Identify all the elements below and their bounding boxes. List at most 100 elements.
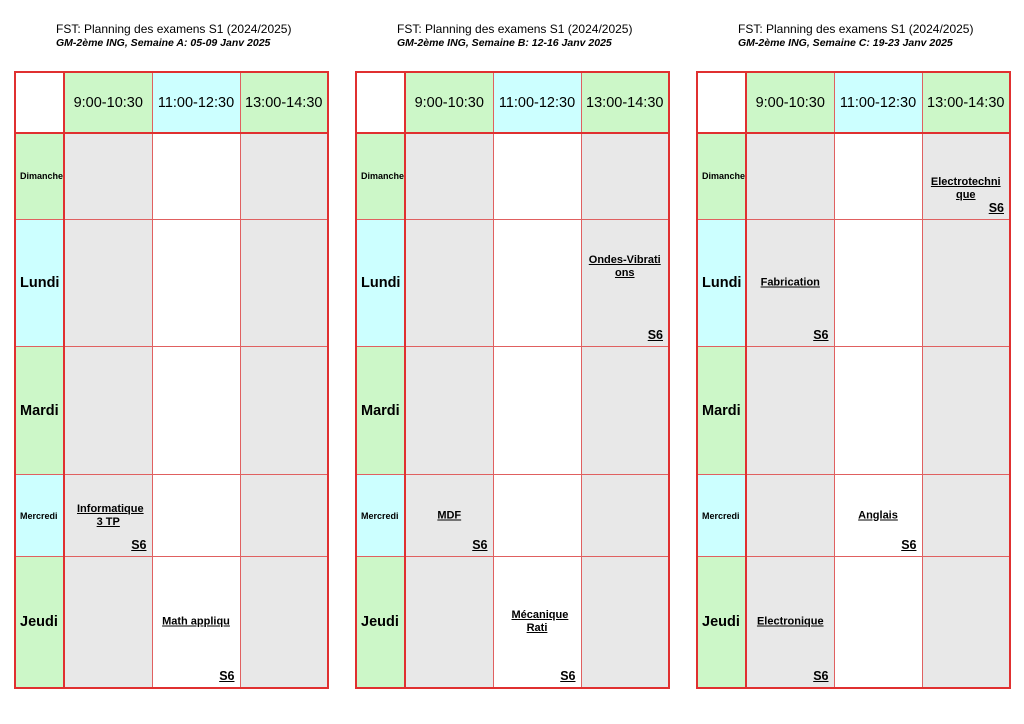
cell-mardi-1 <box>63 346 153 475</box>
day-mardi: Mardi <box>355 346 406 475</box>
day-lundi: Lundi <box>14 218 65 348</box>
cell-mardi-2 <box>833 346 923 475</box>
slot-header-3: 13:00-14:30 <box>239 71 329 134</box>
exam-entry: Fabrication S6 <box>749 220 832 347</box>
cell-mardi-3 <box>921 346 1011 475</box>
cell-mercredi-3 <box>239 473 329 558</box>
exam-name: Informatique 3 TP <box>77 502 144 528</box>
exam-entry: MDF S6 <box>408 475 491 557</box>
cell-mercredi-3 <box>921 473 1011 558</box>
cell-mercredi-1: MDF S6 <box>404 473 494 558</box>
cell-jeudi-2: Mécanique Rati S6 <box>492 556 582 689</box>
day-mardi: Mardi <box>14 346 65 475</box>
cell-jeudi-3 <box>921 556 1011 689</box>
day-lundi: Lundi <box>696 218 747 348</box>
cell-mercredi-1: Informatique 3 TP S6 <box>63 473 153 558</box>
cell-mercredi-1 <box>745 473 835 558</box>
cell-dimanche-1 <box>745 132 835 220</box>
exam-name: Fabrication <box>760 276 820 289</box>
day-mardi: Mardi <box>696 346 747 475</box>
week-c-panel: FST: Planning des examens S1 (2024/2025)… <box>696 0 1011 724</box>
week-b-timetable: 9:00-10:30 11:00-12:30 13:00-14:30 Diman… <box>355 71 670 689</box>
exam-room: S6 <box>813 669 829 683</box>
exam-room: S6 <box>647 328 663 343</box>
slot-header-2: 11:00-12:30 <box>151 71 241 134</box>
exam-name: Electrotechni que <box>930 176 1001 201</box>
cell-mardi-3 <box>239 346 329 475</box>
cell-dimanche-3 <box>239 132 329 220</box>
week-b-title: FST: Planning des examens S1 (2024/2025) <box>397 22 633 36</box>
cell-dimanche-1 <box>63 132 153 220</box>
cell-mardi-1 <box>745 346 835 475</box>
exam-room: S6 <box>560 669 576 683</box>
cell-lundi-1: Fabrication S6 <box>745 218 835 348</box>
cell-mardi-3 <box>580 346 670 475</box>
cell-lundi-1 <box>404 218 494 348</box>
exam-entry: Informatique 3 TP S6 <box>67 475 150 557</box>
corner-cell <box>696 71 747 134</box>
corner-cell <box>14 71 65 134</box>
cell-lundi-3 <box>239 218 329 348</box>
slot-header-1: 9:00-10:30 <box>404 71 494 134</box>
cell-jeudi-1: Electronique S6 <box>745 556 835 689</box>
exam-name: Mécanique Rati <box>511 609 569 635</box>
week-c-timetable: 9:00-10:30 11:00-12:30 13:00-14:30 Diman… <box>696 71 1011 689</box>
exam-entry: Electrotechni que S6 <box>925 134 1008 219</box>
day-dimanche: Dimanche <box>355 132 406 220</box>
exam-room: S6 <box>988 200 1004 215</box>
day-jeudi: Jeudi <box>14 556 65 689</box>
exam-name: Math appliqu <box>162 615 230 628</box>
week-b-panel: FST: Planning des examens S1 (2024/2025)… <box>355 0 670 724</box>
cell-lundi-2 <box>833 218 923 348</box>
week-a-timetable: 9:00-10:30 11:00-12:30 13:00-14:30 Diman… <box>14 71 329 689</box>
exam-entry: Ondes-Vibrati ons S6 <box>584 220 667 347</box>
week-a-subtitle: GM-2ème ING, Semaine A: 05-09 Janv 2025 <box>56 37 271 49</box>
exam-name: Ondes-Vibrati ons <box>588 253 661 279</box>
day-mercredi: Mercredi <box>696 473 747 558</box>
day-mercredi: Mercredi <box>14 473 65 558</box>
cell-jeudi-1 <box>63 556 153 689</box>
cell-lundi-3: Ondes-Vibrati ons S6 <box>580 218 670 348</box>
slot-header-3: 13:00-14:30 <box>921 71 1011 134</box>
cell-mercredi-2 <box>492 473 582 558</box>
week-a-panel: FST: Planning des examens S1 (2024/2025)… <box>14 0 329 724</box>
cell-jeudi-2 <box>833 556 923 689</box>
corner-cell <box>355 71 406 134</box>
cell-lundi-2 <box>492 218 582 348</box>
day-mercredi: Mercredi <box>355 473 406 558</box>
cell-dimanche-3 <box>580 132 670 220</box>
cell-jeudi-3 <box>239 556 329 689</box>
cell-mardi-1 <box>404 346 494 475</box>
exam-room: S6 <box>813 328 829 343</box>
exam-room: S6 <box>901 538 917 553</box>
exam-room: S6 <box>219 669 235 683</box>
exam-entry: Anglais S6 <box>837 475 920 557</box>
cell-dimanche-2 <box>492 132 582 220</box>
exam-room: S6 <box>472 538 488 553</box>
day-jeudi: Jeudi <box>355 556 406 689</box>
exam-entry: Electronique S6 <box>749 557 832 687</box>
cell-dimanche-1 <box>404 132 494 220</box>
cell-jeudi-1 <box>404 556 494 689</box>
slot-header-1: 9:00-10:30 <box>63 71 153 134</box>
day-dimanche: Dimanche <box>696 132 747 220</box>
week-b-subtitle: GM-2ème ING, Semaine B: 12-16 Janv 2025 <box>397 37 612 49</box>
cell-jeudi-3 <box>580 556 670 689</box>
cell-mardi-2 <box>151 346 241 475</box>
slot-header-1: 9:00-10:30 <box>745 71 835 134</box>
cell-mercredi-3 <box>580 473 670 558</box>
cell-mercredi-2: Anglais S6 <box>833 473 923 558</box>
day-dimanche: Dimanche <box>14 132 65 220</box>
week-c-subtitle: GM-2ème ING, Semaine C: 19-23 Janv 2025 <box>738 37 953 49</box>
cell-mercredi-2 <box>151 473 241 558</box>
day-jeudi: Jeudi <box>696 556 747 689</box>
exam-name: Anglais <box>858 509 898 521</box>
cell-mardi-2 <box>492 346 582 475</box>
cell-lundi-1 <box>63 218 153 348</box>
exam-name: Electronique <box>756 615 824 628</box>
exam-room: S6 <box>131 538 147 553</box>
exam-name: MDF <box>437 509 462 521</box>
exam-entry: Mécanique Rati S6 <box>496 557 579 687</box>
cell-lundi-3 <box>921 218 1011 348</box>
day-lundi: Lundi <box>355 218 406 348</box>
